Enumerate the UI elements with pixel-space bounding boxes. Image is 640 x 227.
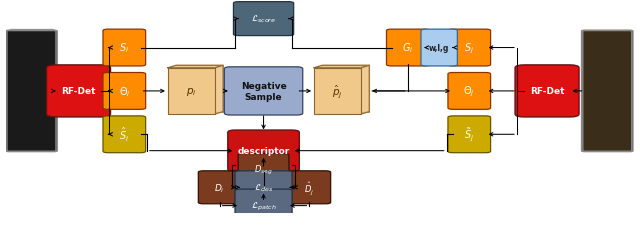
FancyBboxPatch shape — [6, 31, 57, 152]
Text: w,l,g: w,l,g — [429, 44, 449, 53]
FancyBboxPatch shape — [47, 66, 111, 117]
Text: RF-Det: RF-Det — [530, 87, 564, 96]
FancyBboxPatch shape — [235, 171, 292, 204]
Polygon shape — [361, 66, 369, 115]
Polygon shape — [168, 66, 223, 69]
FancyBboxPatch shape — [448, 30, 491, 67]
Polygon shape — [215, 66, 223, 115]
Text: Negative
Sample: Negative Sample — [241, 82, 287, 101]
Text: $\mathcal{L}_{patch}$: $\mathcal{L}_{patch}$ — [251, 200, 276, 212]
Text: $\mathcal{L}_{des}$: $\mathcal{L}_{des}$ — [254, 182, 273, 193]
FancyBboxPatch shape — [234, 3, 294, 36]
Text: $\Theta_i$: $\Theta_i$ — [118, 85, 130, 98]
Text: $p_i$: $p_i$ — [186, 86, 196, 97]
FancyBboxPatch shape — [322, 66, 369, 112]
Text: $\hat{p}_j$: $\hat{p}_j$ — [332, 83, 343, 100]
Text: $\hat{D}_j$: $\hat{D}_j$ — [304, 179, 314, 196]
FancyBboxPatch shape — [176, 66, 223, 112]
FancyBboxPatch shape — [168, 69, 215, 115]
FancyBboxPatch shape — [288, 171, 331, 204]
Text: $D_{seg}$: $D_{seg}$ — [254, 164, 273, 177]
Text: $\hat{S}_i$: $\hat{S}_i$ — [119, 126, 129, 144]
FancyBboxPatch shape — [103, 116, 146, 153]
Text: $\tilde{S}_j$: $\tilde{S}_j$ — [464, 126, 474, 143]
FancyBboxPatch shape — [103, 73, 146, 110]
Text: $G_i$: $G_i$ — [402, 42, 413, 55]
Polygon shape — [314, 66, 369, 69]
FancyBboxPatch shape — [235, 189, 292, 222]
FancyBboxPatch shape — [103, 30, 146, 67]
Text: $\Theta_j$: $\Theta_j$ — [463, 84, 475, 99]
Text: $D_i$: $D_i$ — [214, 181, 225, 194]
FancyBboxPatch shape — [448, 73, 491, 110]
FancyBboxPatch shape — [387, 30, 429, 67]
FancyBboxPatch shape — [228, 131, 300, 172]
FancyBboxPatch shape — [448, 116, 491, 153]
Text: $S_j$: $S_j$ — [464, 41, 474, 55]
FancyBboxPatch shape — [238, 154, 289, 187]
Text: $\mathcal{L}_{score}$: $\mathcal{L}_{score}$ — [251, 14, 276, 25]
Text: RF-Det: RF-Det — [61, 87, 96, 96]
Text: $S_i$: $S_i$ — [119, 42, 129, 55]
FancyBboxPatch shape — [421, 30, 458, 67]
FancyBboxPatch shape — [515, 66, 579, 117]
FancyBboxPatch shape — [225, 67, 303, 116]
Text: descriptor: descriptor — [237, 146, 290, 155]
FancyBboxPatch shape — [582, 31, 633, 152]
FancyBboxPatch shape — [314, 69, 361, 115]
FancyBboxPatch shape — [198, 171, 241, 204]
